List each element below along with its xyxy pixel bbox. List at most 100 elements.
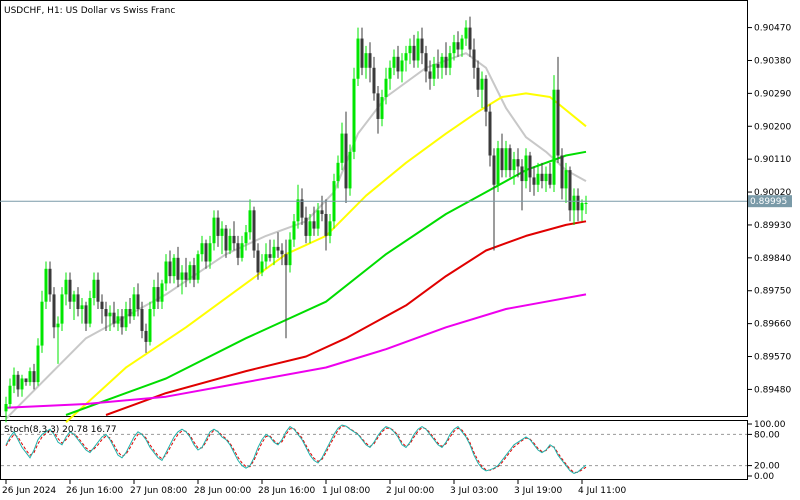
- current-price-badge: [748, 195, 792, 208]
- candle-body: [108, 312, 112, 317]
- candle-body: [132, 294, 136, 317]
- candle-body: [396, 56, 400, 72]
- stoch-tick-label: 0.00: [754, 472, 774, 482]
- candle-body: [580, 203, 584, 211]
- candle-body: [512, 159, 516, 171]
- candle-body: [84, 305, 88, 324]
- moving-average-line: [65, 92, 587, 424]
- time-tick-label: 1 Jul 08:00: [322, 486, 371, 496]
- candle-body: [208, 243, 212, 262]
- price-tick-label: 0.90380: [754, 56, 791, 66]
- candle-body: [340, 133, 344, 163]
- candle-body: [32, 371, 36, 383]
- candle-body: [4, 404, 8, 412]
- candle-body: [280, 250, 284, 255]
- price-tick-label: 0.89660: [754, 320, 791, 330]
- candle-body: [272, 246, 276, 258]
- candle-body: [352, 78, 356, 152]
- stoch-panel-frame: [0, 420, 748, 480]
- candle-body: [24, 378, 28, 383]
- stoch-main-line: [5, 424, 587, 474]
- candle-body: [356, 38, 360, 79]
- candle-body: [52, 294, 56, 328]
- candle-body: [228, 235, 232, 251]
- candle-body: [584, 203, 588, 205]
- price-tick-label: 0.89570: [754, 353, 791, 363]
- candle-body: [436, 64, 440, 68]
- candle-body: [364, 53, 368, 68]
- stoch-label: Stoch(8,3,3) 20.78 16.77: [4, 425, 117, 435]
- candle-body: [444, 56, 448, 68]
- candle-body: [36, 345, 40, 383]
- candle-body: [184, 272, 188, 280]
- candle-body: [96, 279, 100, 302]
- candle-body: [64, 279, 68, 295]
- candle-body: [160, 283, 164, 302]
- candle-body: [348, 151, 352, 189]
- candle-body: [168, 261, 172, 277]
- candle-body: [536, 173, 540, 185]
- candle-body: [480, 78, 484, 90]
- time-tick-label: 26 Jun 16:00: [66, 486, 123, 496]
- candle-body: [400, 60, 404, 72]
- candle-body: [384, 78, 388, 98]
- candle-body: [248, 210, 252, 233]
- stoch-tick-label: 100.00: [754, 420, 786, 430]
- candle-body: [532, 177, 536, 185]
- candle-body: [264, 254, 268, 262]
- candle-body: [388, 67, 392, 79]
- candle-body: [476, 67, 480, 90]
- candle-body: [188, 265, 192, 280]
- candle-body: [484, 78, 488, 112]
- time-tick-label: 3 Jul 19:00: [514, 486, 563, 496]
- price-tick-label: 0.89480: [754, 385, 791, 395]
- candle-body: [8, 385, 12, 405]
- candle-body: [100, 301, 104, 310]
- candle-body: [368, 53, 372, 68]
- candle-body: [316, 210, 320, 229]
- candle-body: [564, 170, 568, 189]
- candle-body: [552, 89, 556, 185]
- candle-body: [416, 38, 420, 61]
- candle-body: [144, 330, 148, 342]
- candle-body: [324, 213, 328, 236]
- candle-body: [460, 38, 464, 50]
- candle-body: [252, 210, 256, 251]
- candle-body: [224, 228, 228, 251]
- moving-average-line: [105, 220, 587, 416]
- candle-body: [528, 155, 532, 178]
- candle-body: [244, 232, 248, 244]
- stoch-tick-label: 20.00: [754, 462, 780, 472]
- candle-body: [80, 305, 84, 310]
- candle-body: [372, 67, 376, 94]
- candle-body: [428, 71, 432, 79]
- candle-body: [344, 133, 348, 189]
- candle-body: [448, 53, 452, 68]
- price-tick-label: 0.90110: [754, 155, 791, 165]
- candles: [4, 16, 588, 423]
- symbol-info: USDCHF, H1: US Dollar vs Swiss Franc: [4, 6, 175, 16]
- price-tick-label: 0.89750: [754, 287, 791, 297]
- candle-body: [268, 254, 272, 258]
- candle-body: [576, 195, 580, 211]
- candle-body: [464, 27, 468, 39]
- price-tick-label: 0.89930: [754, 221, 791, 231]
- price-tick-label: 0.90290: [754, 89, 791, 99]
- candle-body: [16, 374, 20, 390]
- candle-body: [284, 254, 288, 266]
- candle-body: [524, 155, 528, 182]
- candle-body: [28, 371, 32, 383]
- price-axis: 0.90470 0.90380 0.90290 0.90200 0.90110 0.900…: [0, 24, 792, 395]
- candle-body: [236, 243, 240, 258]
- candle-body: [192, 265, 196, 280]
- candle-body: [548, 173, 552, 185]
- time-tick-label: 26 Jun 2024: [2, 486, 56, 496]
- moving-average-line: [5, 293, 587, 409]
- time-tick-label: 27 Jun 08:00: [130, 486, 187, 496]
- main-panel-frame: [0, 0, 748, 417]
- candle-body: [204, 243, 208, 262]
- candle-body: [200, 243, 204, 255]
- candle-body: [112, 312, 116, 324]
